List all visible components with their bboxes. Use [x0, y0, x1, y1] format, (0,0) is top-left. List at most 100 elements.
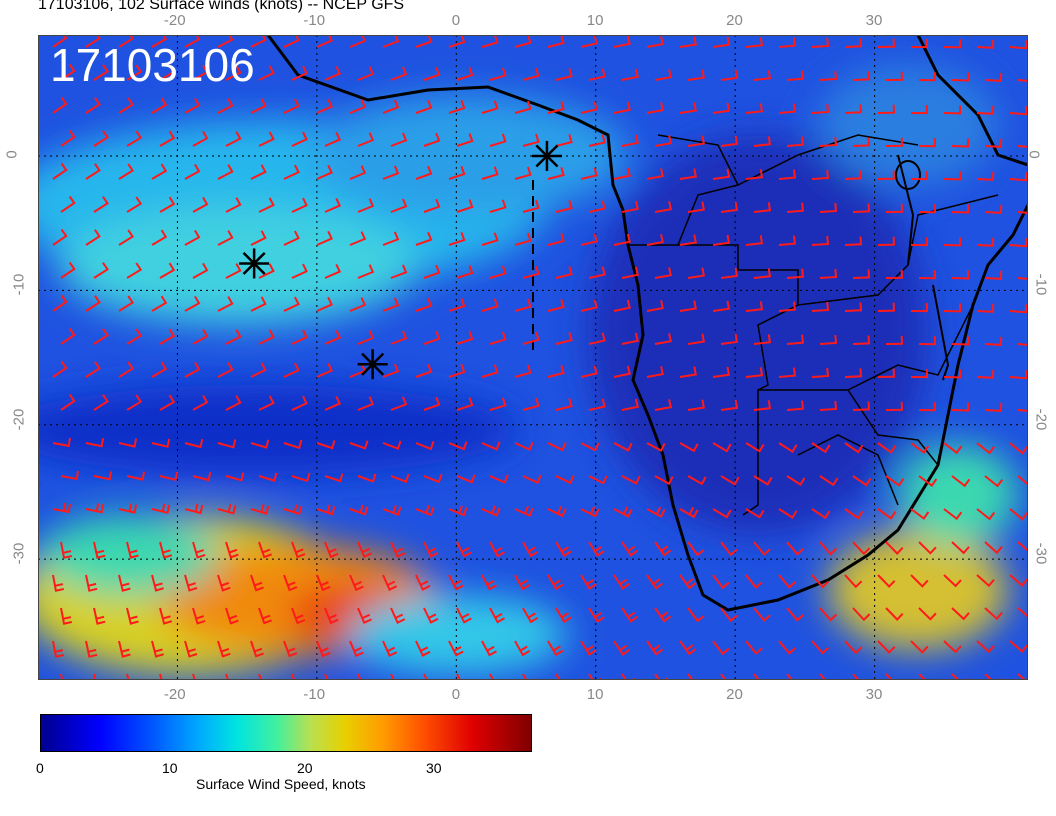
- wind-barb: [679, 640, 697, 656]
- wind-barb: [192, 394, 209, 411]
- wind-barb: [217, 98, 234, 114]
- wind-barb: [852, 401, 871, 411]
- wind-barb: [951, 673, 970, 680]
- wind-barb: [192, 262, 209, 279]
- wind-barb: [621, 200, 639, 213]
- wind-barb: [159, 394, 176, 411]
- wind-barb: [423, 264, 441, 279]
- wind-barb: [522, 673, 536, 680]
- wind-barb: [753, 607, 771, 622]
- wind-barb: [85, 640, 98, 658]
- wind-barb: [943, 39, 961, 49]
- wind-barb: [85, 35, 101, 48]
- wind-barb: [621, 332, 639, 345]
- wind-map[interactable]: 17103106: [38, 35, 1028, 680]
- wind-barb: [118, 295, 135, 312]
- lakes: [895, 154, 950, 381]
- wind-barb: [918, 607, 937, 621]
- wind-barb: [654, 201, 672, 213]
- colorbar-tick: 10: [162, 760, 178, 776]
- wind-barb: [159, 607, 173, 625]
- wind-barb: [753, 400, 772, 411]
- wind-barb: [811, 508, 831, 520]
- wind-barb: [126, 607, 139, 625]
- axis-tick-label: 0: [451, 686, 461, 703]
- wind-barb: [118, 640, 131, 658]
- wind-barb: [522, 133, 540, 147]
- wind-barb: [448, 166, 466, 180]
- wind-barb: [514, 298, 532, 312]
- wind-barb: [720, 267, 739, 279]
- colorbar-tick: 0: [36, 760, 44, 776]
- wind-barb: [910, 237, 929, 247]
- wind-barb: [349, 504, 369, 516]
- wind-barb: [844, 302, 863, 312]
- wind-barb: [415, 99, 433, 114]
- wind-barb: [349, 640, 364, 658]
- axis-tick-label: -10: [10, 273, 28, 296]
- wind-barb: [984, 138, 1003, 148]
- wind-barb: [258, 197, 275, 213]
- wind-barb: [489, 67, 507, 81]
- wind-barb: [745, 640, 763, 655]
- wind-barb: [448, 232, 466, 246]
- wind-barb: [910, 171, 929, 181]
- wind-barb: [126, 262, 143, 279]
- wind-barb: [786, 136, 804, 147]
- wind-barb: [877, 236, 896, 246]
- wind-barb: [687, 607, 705, 623]
- wind-barb: [151, 640, 164, 658]
- wind-barb: [1017, 409, 1028, 412]
- wind-barb: [349, 165, 367, 180]
- wind-barb: [159, 130, 176, 147]
- wind-barb: [390, 66, 408, 81]
- wind-barb: [357, 473, 377, 483]
- wind-barb: [316, 440, 336, 450]
- axis-tick-label: 0: [451, 12, 461, 29]
- wind-barb: [184, 574, 198, 592]
- wind-barb: [415, 363, 433, 378]
- wind-barb: [217, 640, 231, 658]
- wind-barb: [184, 35, 201, 48]
- wind-barb: [646, 442, 666, 452]
- wind-barb: [943, 508, 963, 521]
- wind-barb: [118, 97, 135, 114]
- wind-barb: [456, 397, 474, 411]
- wind-barb: [118, 438, 138, 448]
- wind-barb: [976, 39, 995, 49]
- wind-barb: [1009, 238, 1028, 248]
- wind-barb: [580, 506, 600, 518]
- wind-barb: [1009, 508, 1028, 521]
- wind-barb: [778, 640, 796, 655]
- wind-barb: [448, 574, 464, 591]
- wind-barb: [324, 263, 342, 279]
- wind-barb: [250, 296, 267, 312]
- wind-barb: [786, 400, 804, 411]
- wind-barb: [646, 234, 664, 246]
- wind-barb: [588, 266, 606, 279]
- wind-barb: [613, 101, 631, 114]
- wind-barb: [580, 35, 598, 48]
- wind-barb: [1017, 145, 1028, 148]
- wind-barb: [679, 168, 697, 180]
- wind-barb: [52, 35, 68, 48]
- wind-barb: [951, 138, 969, 148]
- wind-barb: [720, 69, 739, 81]
- wind-barb: [382, 35, 400, 48]
- wind-barb: [547, 233, 565, 246]
- wind-barb: [283, 230, 300, 246]
- wind-barb: [555, 541, 572, 558]
- wind-barb: [316, 230, 333, 246]
- wind-barb: [943, 303, 961, 313]
- wind-barb: [654, 607, 672, 623]
- wind-barb: [712, 300, 731, 312]
- wind-barb: [1017, 673, 1027, 680]
- wind-barb: [316, 98, 333, 114]
- wind-barb: [291, 541, 306, 559]
- wind-barb: [712, 102, 731, 114]
- wind-barb: [151, 361, 168, 378]
- axis-tick-label: 10: [586, 686, 604, 703]
- wind-barb: [778, 103, 797, 114]
- wind-barb: [151, 438, 171, 448]
- wind-barb: [687, 201, 705, 213]
